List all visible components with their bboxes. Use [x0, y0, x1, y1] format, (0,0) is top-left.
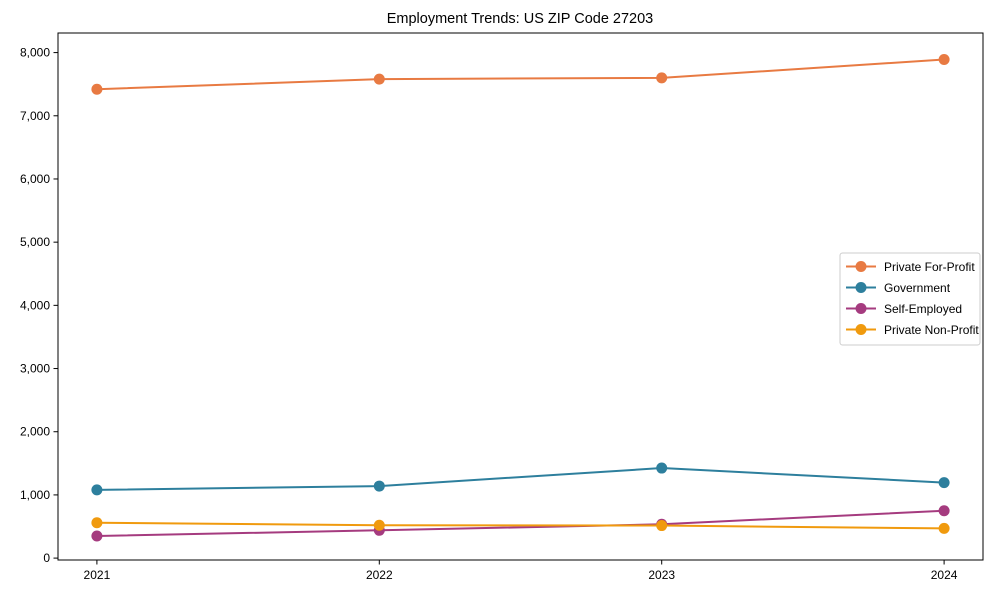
data-point-marker: [91, 484, 103, 496]
series-line: [95, 467, 946, 491]
series-line: [95, 58, 946, 91]
legend-item-label: Private For-Profit: [884, 260, 975, 274]
chart-title: Employment Trends: US ZIP Code 27203: [387, 11, 654, 27]
legend-box: [839, 252, 981, 346]
data-point-marker: [656, 462, 668, 474]
data-point-marker: [91, 530, 103, 542]
data-point-marker: [373, 519, 385, 531]
x-axis-tick-label: 2023: [648, 568, 675, 582]
data-point-marker: [938, 477, 950, 489]
y-axis-tick-label: 0: [43, 551, 50, 565]
data-point-marker: [373, 73, 385, 85]
series-line: [95, 509, 946, 537]
legend-item-label: Government: [884, 281, 951, 295]
legend-swatch-marker: [855, 303, 867, 314]
y-axis-tick-label: 3,000: [20, 362, 50, 376]
y-axis-tick-label: 1,000: [20, 488, 50, 502]
data-point-marker: [91, 517, 103, 529]
y-axis-tick-label: 5,000: [20, 235, 50, 249]
y-axis-tick-label: 8,000: [20, 46, 50, 60]
series-line: [95, 521, 946, 530]
legend-item-label: Self-Employed: [884, 302, 962, 316]
x-axis-tick-label: 2022: [366, 568, 393, 582]
y-axis-tick-label: 4,000: [20, 298, 50, 312]
axes-layer: 0 1,000 2,000 3,000 4,000 5,000 6,000 7,000 8,00…: [20, 32, 984, 582]
legend-swatch-marker: [855, 282, 867, 293]
plot-border: [57, 32, 984, 561]
data-point-marker: [91, 83, 103, 95]
y-axis-tick-label: 7,000: [20, 109, 50, 123]
data-point-marker: [656, 520, 668, 532]
y-axis-tick-label: 2,000: [20, 425, 50, 439]
legend-swatch-marker: [855, 324, 867, 335]
x-axis-tick-label: 2024: [931, 568, 958, 582]
series-layer: [91, 54, 950, 542]
data-point-marker: [373, 480, 385, 492]
data-point-marker: [938, 522, 950, 534]
y-axis-tick-label: 6,000: [20, 172, 50, 186]
data-point-marker: [938, 505, 950, 517]
data-point-marker: [656, 72, 668, 84]
x-axis-tick-label: 2021: [84, 568, 111, 582]
legend-swatch-marker: [855, 261, 867, 272]
data-point-marker: [938, 54, 950, 66]
legend: Private For-Profit Government Self-Employe…: [839, 252, 981, 346]
legend-item-label: Private Non-Profit: [884, 323, 979, 337]
